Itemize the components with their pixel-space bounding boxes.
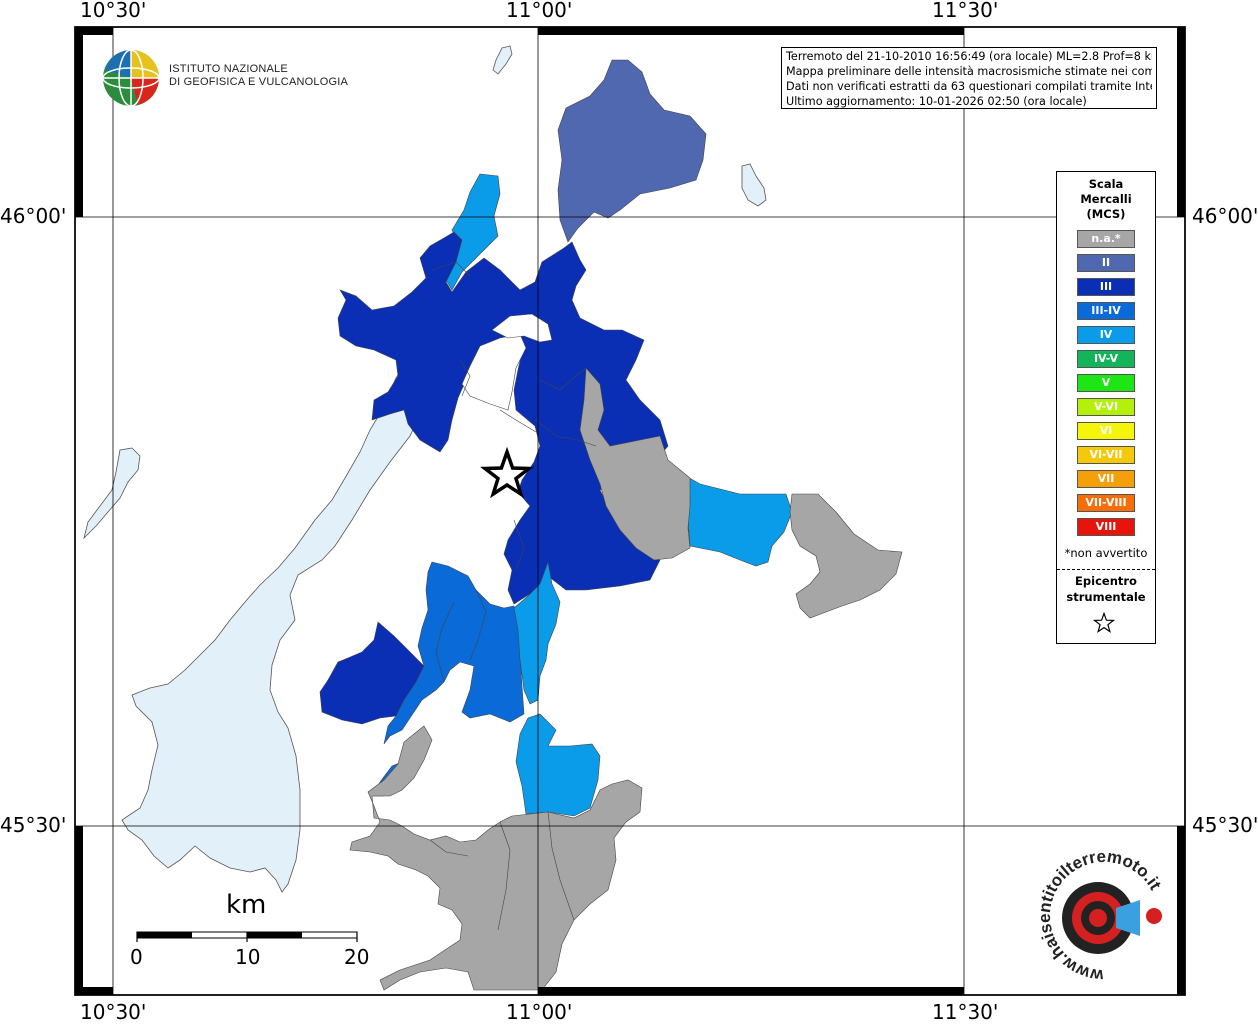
legend-separator xyxy=(1057,569,1155,570)
region-not-felt-south xyxy=(349,725,643,991)
frame-ticks xyxy=(75,27,1185,995)
legend-item-iv: IV xyxy=(1077,326,1135,344)
lon-label-top-1: 10°30' xyxy=(80,0,147,22)
legend-item-ii: II xyxy=(1077,254,1135,272)
scale-tick-0: 0 xyxy=(130,945,143,969)
event-info-line1: Terremoto del 21-10-2010 16:56:49 (ora l… xyxy=(786,50,1152,63)
event-info-box: Terremoto del 21-10-2010 16:56:49 (ora l… xyxy=(781,47,1157,109)
region-not-felt-east xyxy=(579,367,691,561)
ingv-logo-icon xyxy=(102,49,160,107)
lon-label-bottom-2: 11°00' xyxy=(506,1000,573,1024)
region-intensity-iv-central xyxy=(513,560,561,705)
epicenter-star-icon xyxy=(480,446,534,499)
scale-unit: km xyxy=(226,890,267,920)
lon-label-bottom-3: 11°30' xyxy=(932,1000,999,1024)
legend-epicenter-line2: strumentale xyxy=(1066,590,1146,604)
legend-epicenter-line1: Epicentro xyxy=(1075,574,1137,588)
lake-molveno xyxy=(492,45,513,75)
legend-title-line1: Scala xyxy=(1088,177,1124,191)
region-intensity-iii-iv xyxy=(383,561,525,745)
intensity-legend: Scala Mercalli (MCS) n.a.* II III III-IV… xyxy=(1056,171,1156,644)
legend-star-icon xyxy=(1093,612,1115,634)
legend-item-vii-viii: VII-VIII xyxy=(1077,494,1135,512)
scale-tick-20: 20 xyxy=(344,945,370,969)
lon-label-top-3: 11°30' xyxy=(932,0,999,22)
legend-item-vi-vii: VI-VII xyxy=(1077,446,1135,464)
region-intensity-iii xyxy=(337,231,669,605)
lat-label-right-1: 46°00' xyxy=(1192,204,1258,228)
scale-tick-10: 10 xyxy=(235,945,261,969)
legend-item-v: V xyxy=(1077,374,1135,392)
municipal-boundaries xyxy=(429,261,597,931)
legend-item-iii-iv: III-IV xyxy=(1077,302,1135,320)
legend-epicenter-label: Epicentro strumentale xyxy=(1057,573,1155,605)
legend-title: Scala Mercalli (MCS) xyxy=(1057,177,1155,222)
legend-note: *non avvertito xyxy=(1064,546,1148,560)
region-intensity-iv-south xyxy=(515,713,601,817)
ingv-name: ISTITUTO NAZIONALE DI GEOFISICA E VULCAN… xyxy=(169,63,348,89)
lon-label-top-2: 11°00' xyxy=(506,0,573,22)
legend-title-line2: Mercalli xyxy=(1080,192,1132,206)
legend-item-na: n.a.* xyxy=(1077,230,1135,248)
legend-item-iv-v: IV-V xyxy=(1077,350,1135,368)
region-intensity-iii-southwest xyxy=(319,621,425,725)
region-unaffected-north xyxy=(491,313,553,343)
haisentito-logo-icon: www.haisentitoilterremoto.it xyxy=(1036,848,1165,984)
lake-garda xyxy=(121,355,433,893)
lat-label-left-2: 45°30' xyxy=(0,813,67,837)
lake-ledro xyxy=(83,447,141,540)
lat-label-right-2: 45°30' xyxy=(1192,813,1258,837)
region-intensity-ii xyxy=(557,59,707,243)
legend-item-viii: VIII xyxy=(1077,518,1135,536)
legend-item-vi: VI xyxy=(1077,422,1135,440)
lon-label-bottom-1: 10°30' xyxy=(80,1000,147,1024)
event-info-line3: Dati non verificati estratti da 63 quest… xyxy=(786,80,1152,93)
region-not-felt-far-east xyxy=(789,493,903,619)
legend-item-vii: VII xyxy=(1077,470,1135,488)
legend-title-line3: (MCS) xyxy=(1086,207,1126,221)
legend-item-v-vi: V-VI xyxy=(1077,398,1135,416)
region-intensity-iv-north xyxy=(445,173,501,291)
event-info-line2: Mappa preliminare delle intensità macros… xyxy=(786,65,1152,78)
scale-bar xyxy=(136,931,358,942)
lat-label-left-1: 46°00' xyxy=(0,204,67,228)
lake-caldonazzo xyxy=(741,163,767,207)
legend-item-iii: III xyxy=(1077,278,1135,296)
graticule xyxy=(75,27,1185,995)
event-info-line4: Ultimo aggiornamento: 10-01-2026 02:50 (… xyxy=(786,95,1087,108)
ingv-name-line2: DI GEOFISICA E VULCANOLOGIA xyxy=(169,76,348,88)
ingv-name-line1: ISTITUTO NAZIONALE xyxy=(169,63,288,75)
